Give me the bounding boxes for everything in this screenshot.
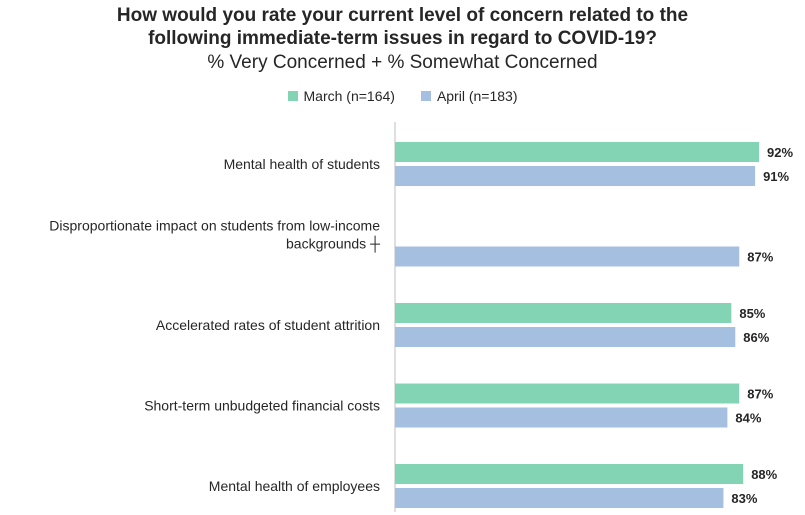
legend-item-march: March (n=164) <box>287 88 395 104</box>
data-label: 83% <box>731 491 757 506</box>
data-label: 85% <box>739 306 765 321</box>
legend-label-march: March (n=164) <box>303 88 395 104</box>
chart-title: How would you rate your current level of… <box>0 4 805 50</box>
data-label: 91% <box>763 169 789 184</box>
bar-march <box>395 142 760 162</box>
data-label: 84% <box>735 411 761 426</box>
bar-april <box>395 488 724 508</box>
category-label: Mental health of students <box>224 156 380 172</box>
bar-march <box>395 303 732 323</box>
legend-label-april: April (n=183) <box>436 88 518 104</box>
bar-april <box>395 407 728 428</box>
chart-legend: March (n=164) April (n=183) <box>0 88 805 104</box>
bar-march <box>395 464 744 484</box>
chart-title-text: How would you rate your current level of… <box>116 5 689 49</box>
bar-april <box>395 327 736 347</box>
bar-april <box>395 246 740 267</box>
bar-march <box>395 383 740 404</box>
category-label: Mental health of employees <box>209 478 380 494</box>
bar-april <box>395 166 756 186</box>
category-label: Short-term unbudgeted financial costs <box>144 398 380 414</box>
legend-swatch-april <box>420 91 431 101</box>
data-label: 92% <box>767 145 793 160</box>
data-label: 88% <box>751 467 777 482</box>
legend-item-april: April (n=183) <box>420 88 518 104</box>
category-label: Accelerated rates of student attrition <box>156 317 380 333</box>
data-label: 86% <box>743 330 769 345</box>
data-label: 87% <box>747 250 773 265</box>
data-label: 87% <box>747 387 773 402</box>
legend-swatch-march <box>287 91 298 101</box>
category-label: Disproportionate impact on students from… <box>49 218 380 254</box>
chart-subtitle: % Very Concerned + % Somewhat Concerned <box>207 52 598 73</box>
